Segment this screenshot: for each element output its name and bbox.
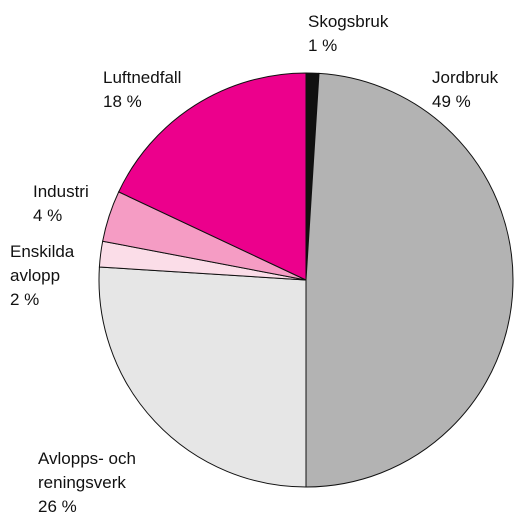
- pie-slice: [118, 72, 307, 281]
- slice-label: Industri 4 %: [33, 180, 113, 228]
- value-label: 18 %: [103, 92, 142, 111]
- value-label: 1 %: [308, 36, 338, 55]
- pie-slice: [305, 72, 514, 488]
- category-label: Avlopps- och reningsverk: [38, 449, 136, 492]
- category-label: Jordbruk: [432, 68, 499, 87]
- slice-label: Luftnedfall 18 %: [103, 66, 213, 114]
- category-label: Industri: [33, 182, 89, 201]
- slice-label: Skogsbruk 1 %: [308, 10, 428, 58]
- category-label: Skogsbruk: [308, 12, 389, 31]
- pie-slice: [98, 266, 307, 488]
- category-label: Enskilda avlopp: [10, 242, 75, 285]
- category-label: Luftnedfall: [103, 68, 182, 87]
- slice-label: Avlopps- och reningsverk 26 %: [38, 447, 173, 519]
- value-label: 2 %: [10, 290, 40, 309]
- value-label: 4 %: [33, 206, 63, 225]
- slice-label: Jordbruk 49 %: [432, 66, 520, 114]
- value-label: 26 %: [38, 497, 77, 516]
- slice-label: Enskilda avlopp 2 %: [10, 240, 85, 312]
- value-label: 49 %: [432, 92, 471, 111]
